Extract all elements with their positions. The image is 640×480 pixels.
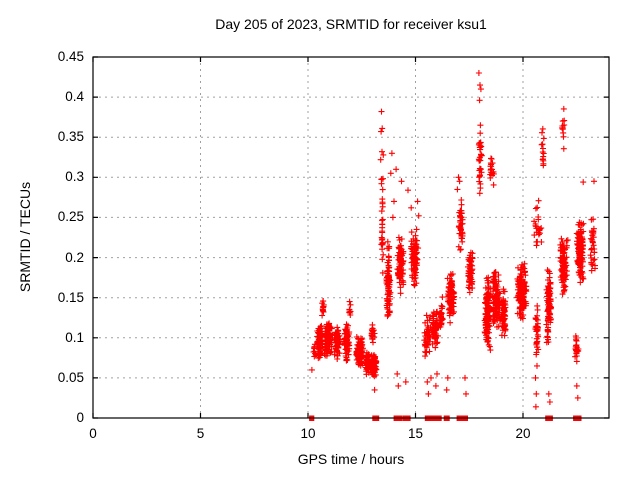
x-tick-label: 10 bbox=[300, 426, 316, 441]
chart-title: Day 205 of 2023, SRMTID for receiver ksu… bbox=[215, 16, 487, 32]
x-tick-label: 15 bbox=[407, 426, 424, 441]
y-tick-label: 0.05 bbox=[57, 369, 84, 385]
plot-border bbox=[92, 56, 610, 419]
y-tick-label: 0.4 bbox=[65, 89, 84, 105]
axis-ticks bbox=[92, 56, 609, 419]
gridlines bbox=[93, 57, 609, 418]
x-tick-label: 20 bbox=[515, 426, 531, 441]
y-tick-label: 0.15 bbox=[57, 289, 84, 305]
y-tick-label: 0.3 bbox=[65, 169, 84, 185]
scatter-points-series bbox=[308, 70, 598, 410]
x-tick-label: 5 bbox=[196, 426, 205, 441]
y-tick-label: 0 bbox=[76, 410, 84, 425]
y-tick-label: 0.45 bbox=[57, 49, 84, 64]
x-tick-label: 0 bbox=[89, 426, 97, 441]
y-tick-label: 0.35 bbox=[57, 129, 84, 145]
y-tick-label: 0.2 bbox=[65, 249, 84, 265]
y-tick-label: 0.25 bbox=[57, 209, 84, 225]
y-tick-label: 0.1 bbox=[65, 329, 84, 345]
x-axis-label: GPS time / hours bbox=[297, 451, 405, 467]
